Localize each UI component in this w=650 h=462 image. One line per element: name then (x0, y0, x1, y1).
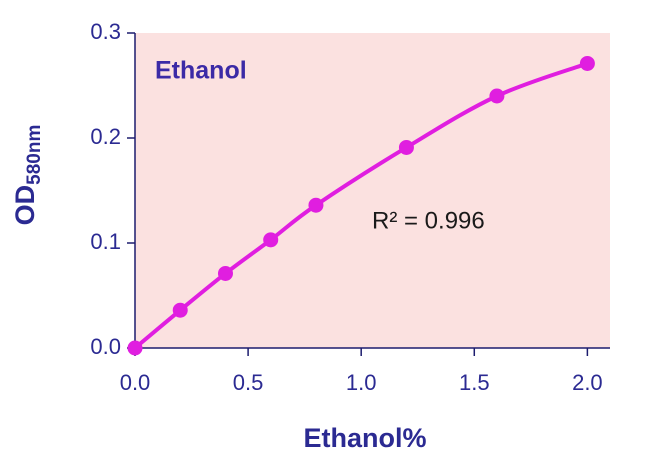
x-tick-label: 0.5 (233, 370, 264, 395)
data-point (127, 340, 143, 356)
y-tick-label: 0.1 (90, 229, 121, 254)
chart-title: Ethanol (155, 57, 247, 85)
y-label-subscript: 580nm (24, 125, 45, 185)
x-tick-label: 2.0 (572, 370, 603, 395)
annotation: R² = 0.996 (372, 207, 485, 234)
data-point (217, 265, 233, 281)
x-tick-label: 0.0 (120, 370, 151, 395)
x-tick-label: 1.5 (459, 370, 490, 395)
y-tick-label: 0.3 (90, 19, 121, 44)
data-point (398, 139, 414, 155)
y-tick-label: 0.0 (90, 334, 121, 359)
data-point (308, 197, 324, 213)
y-axis-label: OD580nm (10, 125, 45, 226)
x-tick-label: 1.0 (346, 370, 377, 395)
data-point (489, 88, 505, 104)
y-tick-label: 0.2 (90, 124, 121, 149)
data-point (263, 232, 279, 248)
plot-area (135, 33, 610, 348)
data-point (172, 302, 188, 318)
x-axis-label: Ethanol% (303, 423, 426, 453)
y-label-main: OD (10, 185, 40, 226)
data-point (579, 55, 595, 71)
